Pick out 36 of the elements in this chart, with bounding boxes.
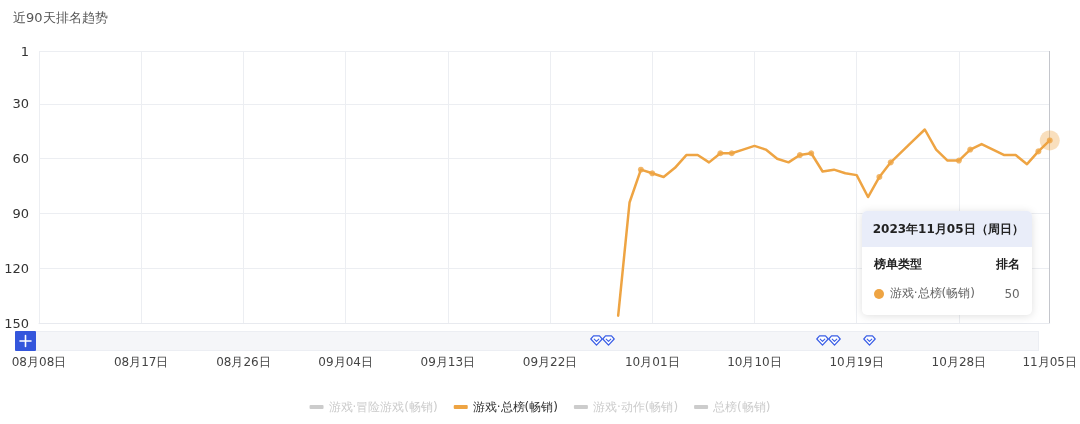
point bbox=[1035, 148, 1042, 155]
annotation: 50 bbox=[1004, 286, 1020, 301]
legend-label: 游戏·总榜(畅销) bbox=[889, 285, 976, 302]
point bbox=[887, 159, 894, 166]
point bbox=[796, 152, 803, 159]
point bbox=[808, 150, 815, 157]
x-tick-label: 09月13日 bbox=[420, 355, 476, 369]
text: 游戏·总榜(畅销) bbox=[472, 400, 558, 414]
x-tick-label: 08月17日 bbox=[113, 355, 169, 369]
annotation: 2023年11月05日（周日） bbox=[861, 211, 1032, 247]
x-tick-label: 10月01日 bbox=[624, 355, 680, 369]
y-tick-label: 1 bbox=[20, 43, 29, 59]
x-tick-label: 10月19日 bbox=[829, 355, 884, 369]
x-tick-label: 10月10日 bbox=[727, 355, 782, 369]
x-tick-label: 08月26日 bbox=[216, 355, 271, 369]
point bbox=[955, 157, 962, 164]
point bbox=[1039, 130, 1060, 151]
x-tick-label: 09月22日 bbox=[522, 355, 578, 369]
y-tick-label: 30 bbox=[12, 96, 29, 112]
point bbox=[637, 166, 644, 173]
chart-title: 近90天排名趋势 bbox=[13, 10, 108, 25]
annotation: 榜单类型 bbox=[873, 256, 922, 273]
x-tick-label: 08月08日 bbox=[11, 355, 67, 369]
x-tick-label: 10月28日 bbox=[931, 355, 987, 369]
y-tick-label: 60 bbox=[12, 151, 29, 167]
point bbox=[876, 173, 883, 180]
y-tick-label: 120 bbox=[4, 260, 29, 276]
x-tick-label: 09月04日 bbox=[318, 355, 373, 369]
point bbox=[649, 170, 656, 177]
y-tick-label: 90 bbox=[12, 205, 29, 221]
annotation: 排名 bbox=[995, 256, 1020, 273]
point bbox=[728, 150, 735, 157]
x-tick-label: 11月05日 bbox=[1022, 355, 1077, 369]
y-tick-label: 150 bbox=[4, 315, 29, 331]
point bbox=[967, 146, 974, 153]
point bbox=[717, 150, 724, 157]
